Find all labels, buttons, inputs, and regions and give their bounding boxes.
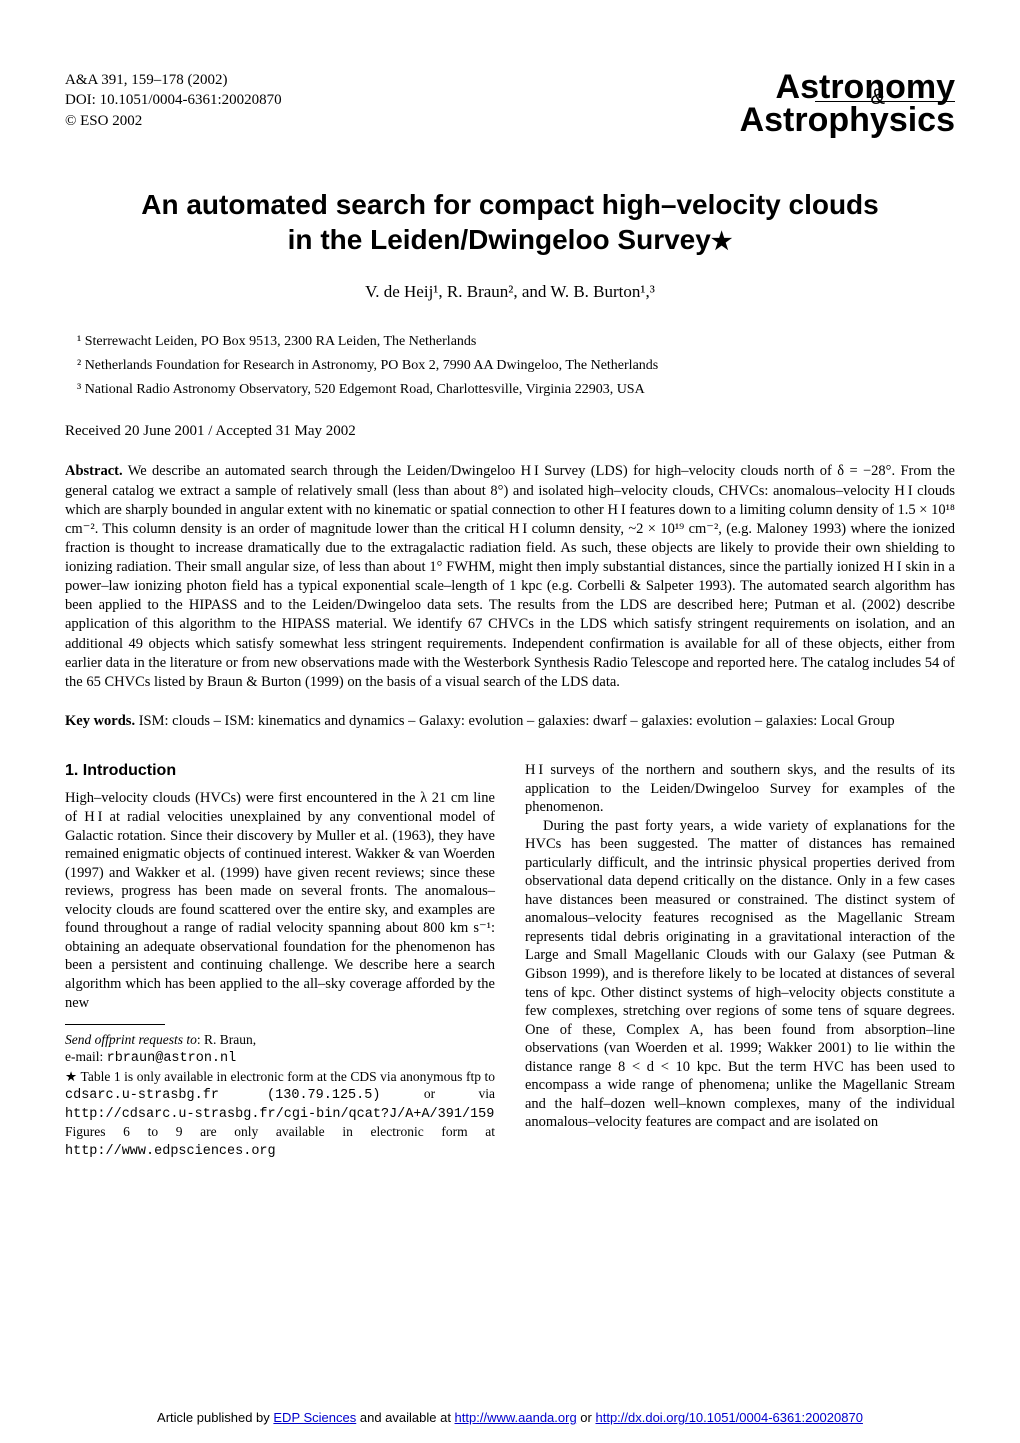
title-block: An automated search for compact high–vel…: [65, 187, 955, 257]
section-1-right-para-2: During the past forty years, a wide vari…: [525, 817, 955, 1132]
footer-aanda-link[interactable]: http://www.aanda.org: [455, 1410, 577, 1425]
right-column: H I surveys of the northern and southern…: [525, 761, 955, 1160]
affiliation-3: ³ National Radio Astronomy Observatory, …: [77, 378, 955, 402]
star-footnote: ★ Table 1 is only available in electroni…: [65, 1068, 495, 1160]
journal-info: A&A 391, 159–178 (2002) DOI: 10.1051/000…: [65, 70, 282, 131]
keywords-label: Key words.: [65, 713, 135, 729]
abstract-label: Abstract.: [65, 463, 123, 479]
footnote-block: Send offprint requests to: R. Braun, e-m…: [65, 1031, 495, 1160]
footnote-rule: [65, 1024, 165, 1025]
journal-ref: A&A 391, 159–178 (2002): [65, 70, 282, 90]
logo-astronomy-text: Astronomy: [740, 70, 955, 104]
footer-edp-link[interactable]: EDP Sciences: [273, 1410, 356, 1425]
offprint-label: Send offprint requests to: [65, 1032, 197, 1047]
section-1-para-1: High–velocity clouds (HVCs) were first e…: [65, 789, 495, 1012]
footnote-text-3: Figures 6 to 9 are only available in ele…: [65, 1124, 495, 1139]
abstract-block: Abstract. We describe an automated searc…: [65, 462, 955, 692]
received-accepted-dates: Received 20 June 2001 / Accepted 31 May …: [65, 423, 955, 440]
cds-url: http://cdsarc.u-strasbg.fr/cgi-bin/qcat?…: [65, 1107, 494, 1122]
cds-host: cdsarc.u-strasbg.fr (130.79.125.5): [65, 1088, 380, 1103]
logo-astrophysics-text: Astrophysics: [740, 103, 955, 137]
title-star-icon: ★: [711, 228, 733, 255]
affiliations-block: ¹ Sterrewacht Leiden, PO Box 9513, 2300 …: [77, 330, 955, 401]
footer-mid: and available at: [356, 1410, 454, 1425]
abstract-text: We describe an automated search through …: [65, 463, 955, 689]
footnote-text-2: or via: [380, 1086, 495, 1101]
authors-line: V. de Heij¹, R. Braun², and W. B. Burton…: [65, 282, 955, 302]
keywords-text: ISM: clouds – ISM: kinematics and dynami…: [139, 713, 895, 729]
email-line: e-mail: rbraun@astron.nl: [65, 1048, 495, 1067]
offprint-line: Send offprint requests to: R. Braun,: [65, 1031, 495, 1048]
logo-ampersand: &: [870, 90, 885, 103]
section-1-right-para-1: H I surveys of the northern and southern…: [525, 761, 955, 817]
affiliation-2: ² Netherlands Foundation for Research in…: [77, 354, 955, 378]
offprint-to: : R. Braun,: [197, 1032, 256, 1047]
title-line2: in the Leiden/Dwingeloo Survey: [288, 224, 711, 255]
keywords-block: Key words. ISM: clouds – ISM: kinematics…: [65, 712, 955, 731]
footer-or: or: [577, 1410, 596, 1425]
edp-url: http://www.edpsciences.org: [65, 1144, 276, 1159]
doi: DOI: 10.1051/0004-6361:20020870: [65, 90, 282, 110]
footnote-star-icon: ★: [65, 1069, 77, 1084]
footer-doi-link[interactable]: http://dx.doi.org/10.1051/0004-6361:2002…: [595, 1410, 862, 1425]
copyright: © ESO 2002: [65, 111, 282, 131]
body-columns: 1. Introduction High–velocity clouds (HV…: [65, 761, 955, 1160]
footnote-text-1: Table 1 is only available in electronic …: [77, 1069, 495, 1084]
journal-logo: Astronomy & Astrophysics: [740, 70, 955, 137]
title-line1: An automated search for compact high–vel…: [141, 189, 879, 220]
footer-bar: Article published by EDP Sciences and av…: [0, 1410, 1020, 1425]
email-address: rbraun@astron.nl: [107, 1051, 237, 1066]
footer-prefix: Article published by: [157, 1410, 273, 1425]
page-header: A&A 391, 159–178 (2002) DOI: 10.1051/000…: [65, 70, 955, 137]
section-1-heading: 1. Introduction: [65, 761, 495, 781]
affiliation-1: ¹ Sterrewacht Leiden, PO Box 9513, 2300 …: [77, 330, 955, 354]
email-label: e-mail:: [65, 1049, 107, 1064]
paper-title: An automated search for compact high–vel…: [65, 187, 955, 257]
left-column: 1. Introduction High–velocity clouds (HV…: [65, 761, 495, 1160]
